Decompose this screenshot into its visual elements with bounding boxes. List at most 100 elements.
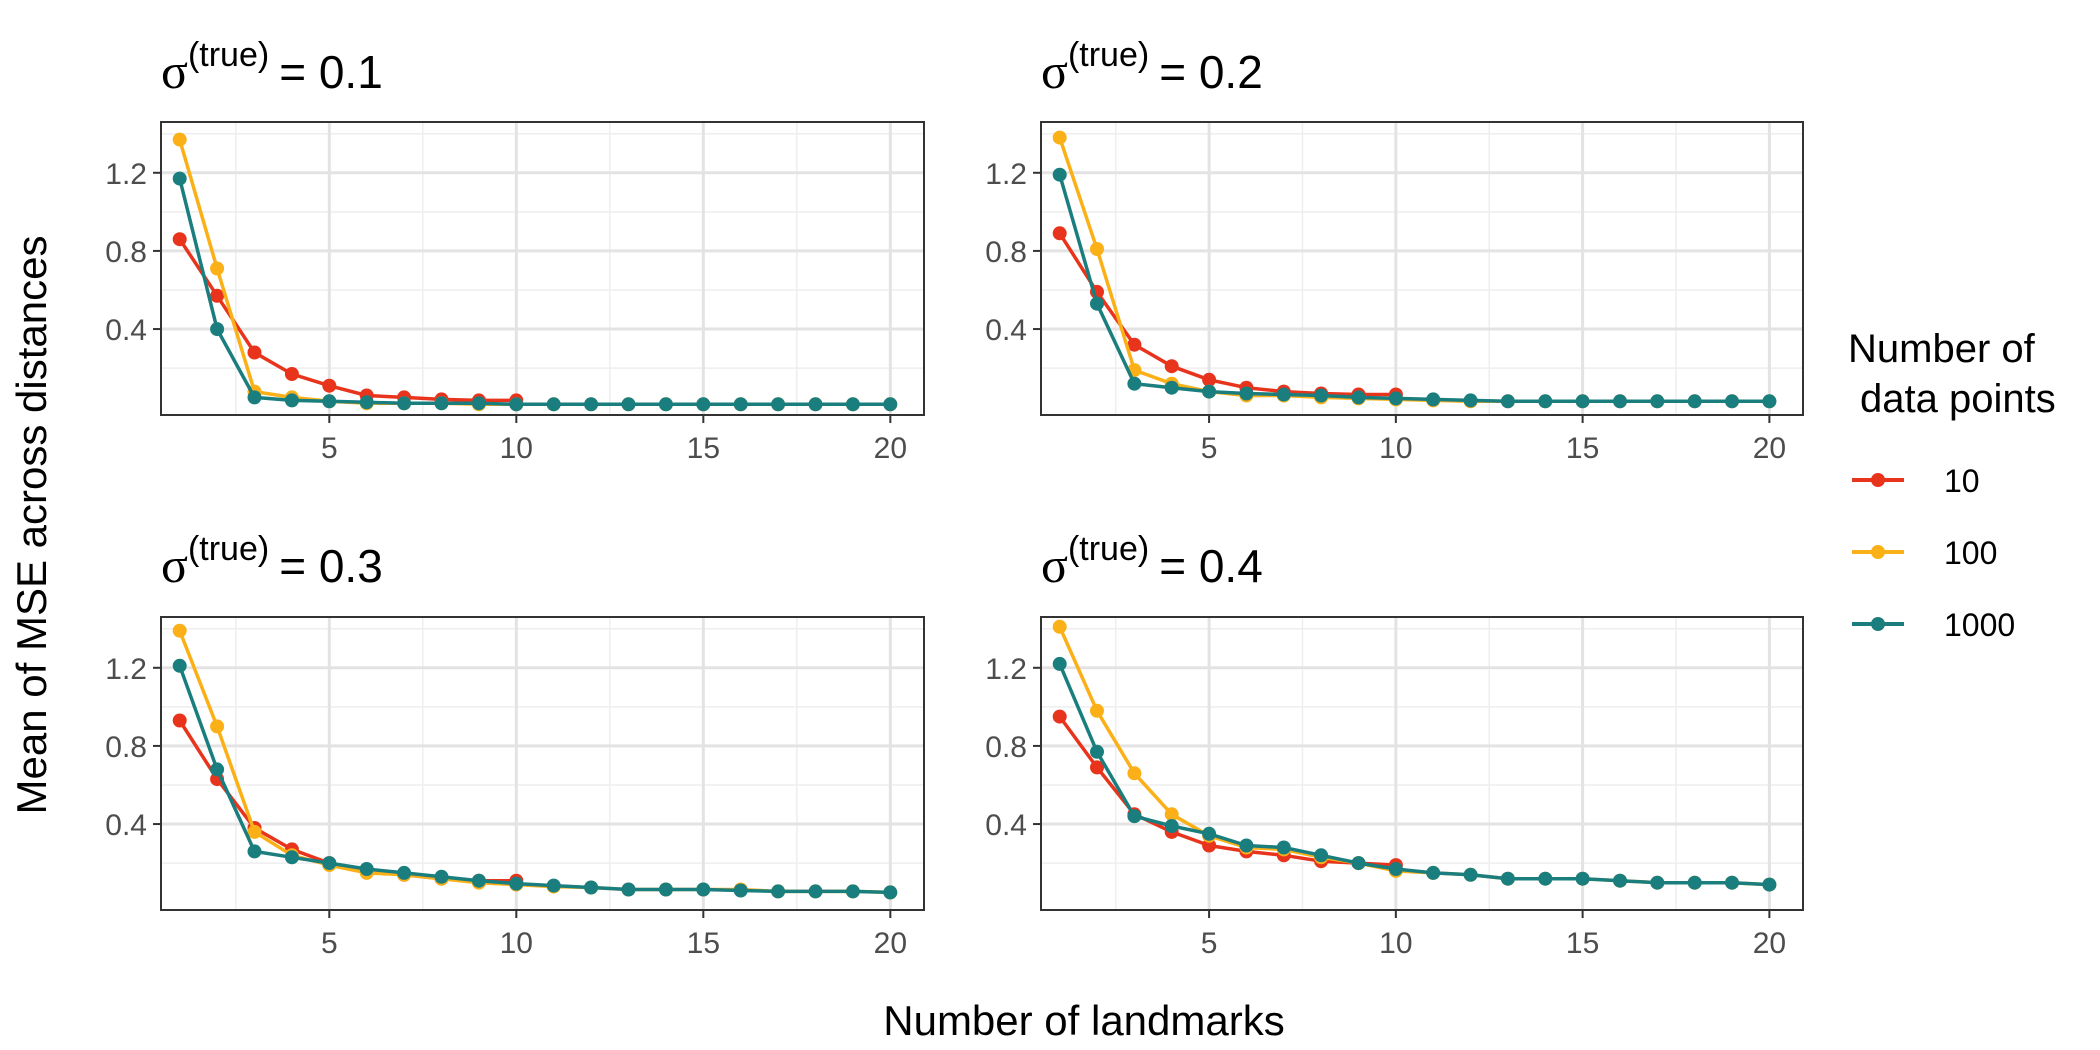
data-point-1000 — [471, 873, 486, 888]
y-tick-label: 0.8 — [105, 236, 147, 269]
data-point-1000 — [1276, 387, 1291, 402]
data-point-1000 — [397, 865, 412, 880]
data-point-1000 — [1500, 871, 1515, 886]
y-tick-label: 1.2 — [985, 653, 1027, 686]
y-tick-label: 0.4 — [985, 809, 1027, 842]
legend-key-point-100 — [1871, 545, 1885, 559]
data-point-1000 — [1127, 376, 1142, 391]
data-point-10 — [172, 232, 187, 247]
data-point-1000 — [658, 882, 673, 897]
panel-title-superscript: (true) — [188, 530, 269, 568]
panel-title-value: = 0.4 — [1159, 540, 1263, 592]
panel-title: σ(true) = 0.4 — [1041, 530, 1263, 593]
panel-title-symbol: σ — [1041, 43, 1068, 99]
x-tick-label: 20 — [1753, 432, 1786, 465]
data-point-1000 — [1575, 871, 1590, 886]
panel-title-value: = 0.1 — [279, 46, 383, 98]
data-point-1000 — [1351, 390, 1366, 405]
data-point-1000 — [1575, 394, 1590, 409]
data-point-100 — [1090, 703, 1104, 718]
data-point-1000 — [247, 844, 262, 859]
panel-title: σ(true) = 0.3 — [161, 530, 383, 593]
data-point-1000 — [1650, 394, 1665, 409]
data-point-10 — [210, 288, 225, 303]
data-point-1000 — [733, 883, 748, 898]
y-tick-label: 0.8 — [985, 731, 1027, 764]
data-point-10 — [247, 345, 262, 360]
x-tick-label: 5 — [1201, 432, 1218, 465]
data-point-1000 — [1613, 873, 1627, 888]
data-point-1000 — [1127, 809, 1142, 824]
x-tick-label: 10 — [500, 432, 533, 465]
panel-title: σ(true) = 0.1 — [161, 36, 383, 99]
x-tick-label: 15 — [1566, 927, 1599, 960]
x-tick-label: 10 — [1379, 927, 1412, 960]
data-point-1000 — [1351, 856, 1366, 871]
data-point-1000 — [322, 394, 337, 409]
x-tick-label: 15 — [1566, 432, 1599, 465]
y-tick-label: 1.2 — [985, 158, 1027, 191]
y-tick-label: 1.2 — [105, 158, 147, 191]
legend-title-line2: data points — [1860, 377, 2056, 421]
data-point-1000 — [1202, 384, 1217, 399]
data-point-10 — [322, 378, 337, 393]
data-point-100 — [210, 261, 225, 276]
x-tick-label: 5 — [321, 927, 338, 960]
x-tick-label: 15 — [687, 432, 720, 465]
legend-title-line1: Number of — [1848, 327, 2036, 371]
data-point-1000 — [434, 396, 449, 411]
data-point-1000 — [1613, 394, 1627, 409]
data-point-1000 — [1463, 867, 1478, 882]
data-point-1000 — [1314, 848, 1329, 863]
data-point-100 — [172, 132, 187, 147]
series-line-10 — [1058, 232, 1396, 397]
data-point-1000 — [172, 171, 187, 186]
panel-4: σ(true) = 0.4 5 10 15 20 0.4 0.8 1.2 — [985, 530, 1804, 960]
data-point-10 — [1164, 359, 1179, 374]
data-point-10 — [1052, 709, 1067, 724]
data-point-1000 — [397, 396, 412, 411]
data-point-1000 — [1090, 744, 1104, 759]
panel-title-superscript: (true) — [1068, 530, 1149, 568]
data-point-10 — [1052, 226, 1067, 241]
data-point-1000 — [1164, 380, 1179, 395]
legend-key-point-10 — [1871, 473, 1885, 487]
data-point-1000 — [1276, 840, 1291, 855]
data-point-100 — [210, 719, 225, 734]
data-point-1000 — [1687, 394, 1702, 409]
data-point-1000 — [1239, 838, 1254, 853]
data-point-1000 — [658, 397, 673, 412]
data-point-10 — [172, 713, 187, 728]
data-point-1000 — [1426, 865, 1441, 880]
data-point-1000 — [808, 884, 823, 899]
data-point-1000 — [1164, 819, 1179, 833]
data-point-1000 — [1052, 656, 1067, 671]
data-point-1000 — [808, 397, 823, 412]
data-point-1000 — [1762, 877, 1777, 892]
panel-title-superscript: (true) — [188, 36, 269, 74]
x-tick-label: 20 — [874, 927, 907, 960]
data-point-1000 — [733, 397, 748, 412]
data-point-1000 — [509, 876, 524, 891]
data-point-1000 — [1202, 826, 1217, 841]
data-point-1000 — [1725, 875, 1739, 890]
data-point-1000 — [584, 880, 599, 895]
data-point-1000 — [247, 390, 262, 405]
data-point-1000 — [546, 878, 561, 893]
data-point-1000 — [771, 397, 786, 412]
data-point-1000 — [471, 396, 486, 411]
y-tick-label: 0.4 — [985, 314, 1027, 347]
panel-title-symbol: σ — [1041, 537, 1068, 593]
panel-title-value: = 0.2 — [1159, 46, 1263, 98]
data-point-1000 — [621, 882, 636, 897]
data-point-1000 — [1687, 875, 1702, 890]
data-point-1000 — [883, 885, 898, 900]
data-point-10 — [1202, 838, 1217, 853]
data-point-1000 — [621, 397, 636, 412]
data-point-1000 — [1239, 386, 1254, 401]
panel-title-symbol: σ — [161, 537, 188, 593]
data-point-1000 — [1388, 391, 1403, 406]
data-point-100 — [1052, 130, 1067, 145]
data-point-1000 — [284, 850, 299, 865]
